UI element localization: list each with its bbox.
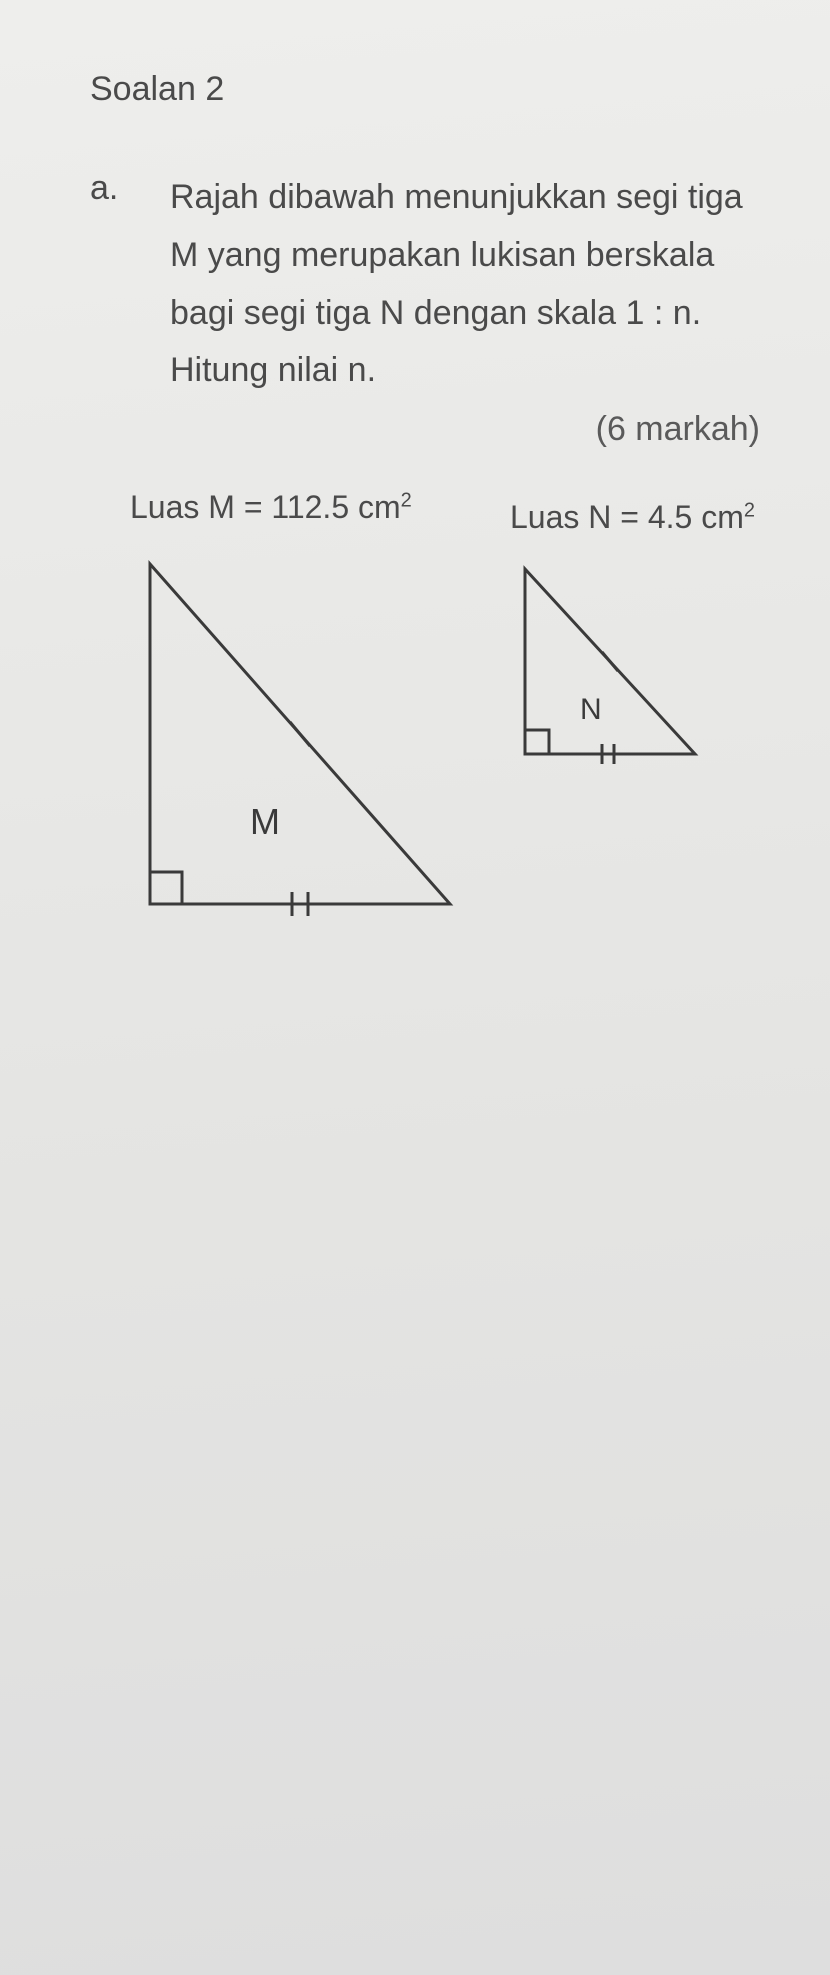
figures-row: Luas M = 112.5 cm2 M Luas N = 4.5 cm2	[130, 489, 780, 924]
triangle-n-svg: N	[510, 554, 710, 774]
question-header: Soalan 2	[90, 70, 780, 109]
area-m-value: 112.5	[271, 489, 349, 525]
figure-n-label: Luas N = 4.5 cm2	[510, 499, 755, 536]
question-part-a: a. Rajah dibawah menunjukkan segi tiga M…	[90, 169, 780, 400]
area-n-unit: cm	[701, 499, 744, 535]
triangle-n-hyp-tick	[602, 652, 618, 671]
triangle-m-letter: M	[250, 801, 280, 842]
triangle-m-right-angle	[150, 872, 182, 904]
area-m-exp: 2	[401, 490, 412, 512]
figure-m: Luas M = 112.5 cm2 M	[130, 489, 470, 924]
marks-label: (6 markah)	[170, 410, 780, 449]
area-m-unit: cm	[358, 489, 401, 525]
triangle-m-svg: M	[130, 544, 470, 924]
triangle-n-letter: N	[580, 693, 602, 726]
area-n-exp: 2	[744, 500, 755, 522]
triangle-m-hyp-tick	[290, 722, 310, 746]
triangle-n-right-angle	[525, 730, 549, 754]
part-label: a.	[90, 169, 130, 208]
figure-m-label: Luas M = 112.5 cm2	[130, 489, 412, 526]
area-n-prefix: Luas N =	[510, 499, 648, 535]
figure-n: Luas N = 4.5 cm2 N	[510, 499, 755, 774]
part-text: Rajah dibawah menunjukkan segi tiga M ya…	[170, 169, 780, 400]
worksheet-page: Soalan 2 a. Rajah dibawah menunjukkan se…	[0, 0, 830, 1975]
area-m-prefix: Luas M =	[130, 489, 271, 525]
area-n-value: 4.5	[648, 499, 692, 535]
